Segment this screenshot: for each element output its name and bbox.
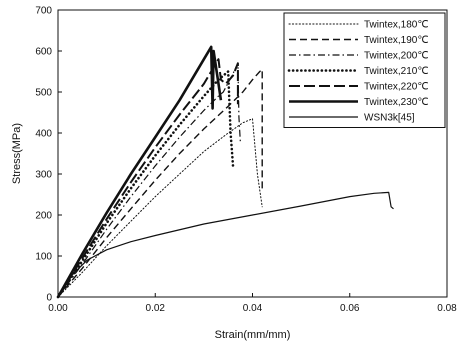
legend-entry: Twintex,190℃ — [364, 35, 429, 46]
y-tick-label: 500 — [35, 88, 52, 99]
series-line-4 — [56, 70, 235, 299]
x-tick-label: 0.06 — [340, 303, 360, 314]
y-tick-label: 700 — [35, 6, 52, 17]
x-tick-label: 0.04 — [243, 303, 263, 314]
series-line-7 — [57, 191, 394, 298]
legend: Twintex,180℃ Twintex,190℃ Twintex,200℃ Twin… — [283, 12, 446, 128]
y-tick-label: 200 — [35, 211, 52, 222]
axes: 0.00 0.02 0.04 0.06 0.08 0 100 200 300 400 500 600 7… — [35, 6, 457, 315]
x-tick-label: 0.00 — [48, 303, 68, 314]
x-tick-label: 0.02 — [146, 303, 166, 314]
legend-entry: Twintex,180℃ — [364, 20, 429, 31]
series-layer — [56, 45, 394, 299]
legend-entry: Twintex,200℃ — [364, 51, 429, 62]
y-tick-label: 100 — [35, 252, 52, 263]
y-tick-label: 600 — [35, 47, 52, 58]
series-line-5 — [57, 58, 239, 298]
x-tick-label: 0.08 — [437, 303, 457, 314]
y-tick-label: 400 — [35, 129, 52, 140]
legend-entry: Twintex,230℃ — [364, 97, 429, 108]
legend-entry: Twintex,220℃ — [364, 82, 429, 93]
y-tick-label: 0 — [46, 293, 52, 304]
y-tick-label: 300 — [35, 170, 52, 181]
x-axis-label: Strain(mm/mm) — [215, 329, 291, 341]
y-axis-label: Stress(MPa) — [11, 123, 23, 184]
series-line-2 — [57, 68, 263, 298]
legend-entry: WSN3k[45] — [364, 113, 415, 124]
legend-entry: Twintex,210℃ — [364, 66, 429, 77]
series-line-6 — [56, 45, 223, 298]
series-line-1 — [57, 118, 263, 298]
